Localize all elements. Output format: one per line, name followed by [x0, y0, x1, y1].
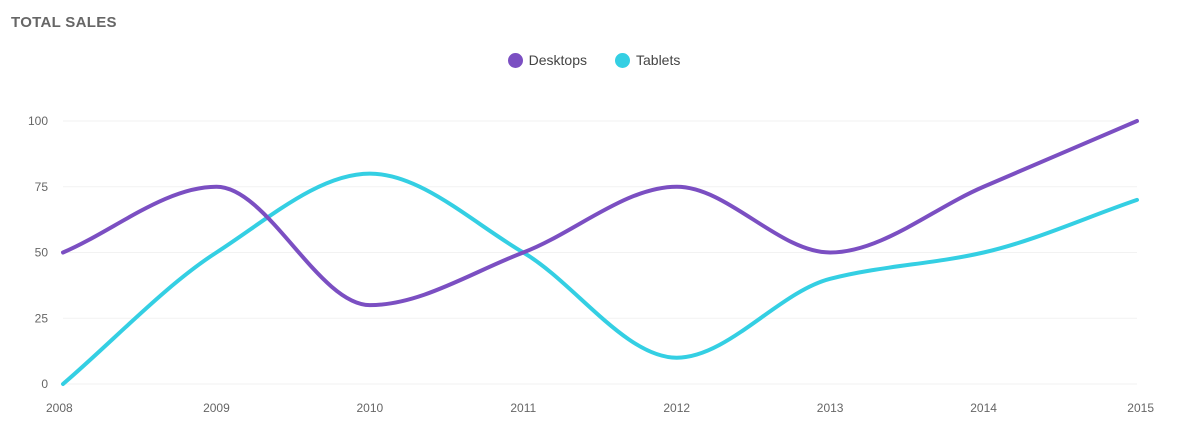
x-axis-ticks: 2008 2009 2010 2011 2012 2013 2014 2015 — [46, 401, 1154, 415]
y-tick-label: 0 — [41, 377, 48, 391]
y-tick-label: 100 — [28, 114, 48, 128]
legend-item-tablets[interactable]: Tablets — [615, 52, 680, 68]
x-tick-label: 2012 — [663, 401, 690, 415]
y-tick-label: 50 — [35, 246, 49, 260]
series-line-desktops[interactable] — [61, 119, 1139, 308]
legend-item-desktops[interactable]: Desktops — [507, 52, 587, 68]
x-tick-label: 2010 — [357, 401, 384, 415]
x-tick-label: 2014 — [970, 401, 997, 415]
x-tick-label: 2008 — [46, 401, 73, 415]
y-tick-label: 75 — [35, 180, 49, 194]
chart-legend: Desktops Tablets — [0, 52, 1188, 68]
legend-label-tablets: Tablets — [636, 52, 681, 68]
chart-title: TOTAL SALES — [11, 14, 117, 31]
legend-swatch-desktops — [507, 52, 523, 68]
y-tick-label: 25 — [35, 311, 49, 325]
x-tick-label: 2013 — [817, 401, 844, 415]
series-layer — [61, 119, 1139, 386]
x-tick-label: 2015 — [1127, 401, 1154, 415]
legend-label-desktops: Desktops — [528, 52, 587, 68]
series-line-tablets[interactable] — [61, 171, 1139, 386]
x-tick-label: 2011 — [510, 401, 536, 415]
legend-swatch-tablets — [615, 52, 630, 68]
y-axis-ticks: 0 25 50 75 100 — [28, 114, 48, 391]
x-tick-label: 2009 — [203, 401, 230, 415]
